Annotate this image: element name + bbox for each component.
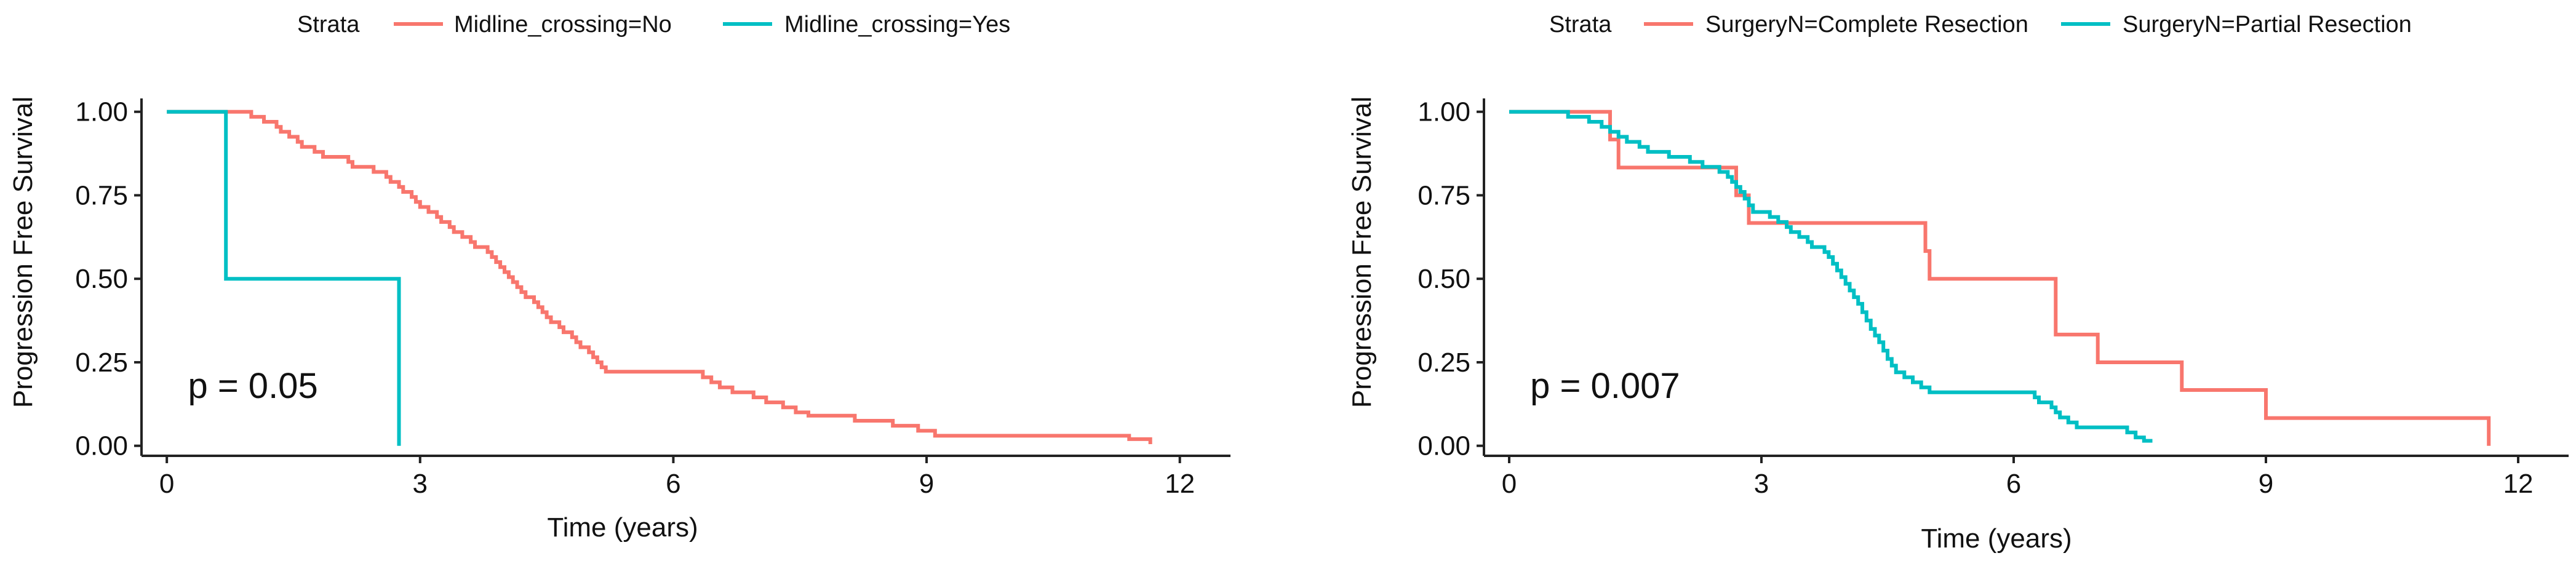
axis-ticks: 0 3 6 9 12 0.00 0.25 0.50 0.75 1.00	[75, 97, 1195, 499]
survival-curve-series-1	[1509, 109, 2491, 446]
x-axis-title: Time (years)	[547, 512, 698, 543]
x-tick-label: 3	[413, 469, 428, 499]
legend-title: Strata	[297, 12, 360, 38]
x-tick-label: 6	[666, 469, 680, 499]
y-axis-title: Progression Free Survival	[1347, 97, 1377, 408]
p-value-annotation: p = 0.05	[188, 366, 317, 406]
legend-title: Strata	[1549, 12, 1612, 38]
y-tick-label: 1.00	[1418, 97, 1470, 127]
plot-area	[167, 109, 1152, 446]
x-tick-label: 3	[1754, 469, 1769, 499]
y-tick-label: 0.75	[1418, 180, 1470, 210]
p-value-annotation: p = 0.007	[1530, 366, 1680, 406]
y-tick-label: 0.25	[1418, 348, 1470, 378]
x-tick-label: 9	[2259, 469, 2273, 499]
y-tick-label: 0.00	[75, 431, 128, 461]
y-tick-label: 0.00	[1418, 431, 1470, 461]
x-tick-label: 0	[1502, 469, 1517, 499]
legend-label-series-2: SurgeryN=Partial Resection	[2123, 12, 2412, 38]
y-tick-label: 0.50	[1418, 264, 1470, 294]
y-tick-label: 0.50	[75, 264, 128, 294]
legend-label-series-2: Midline_crossing=Yes	[784, 12, 1010, 38]
x-axis-title: Time (years)	[1921, 523, 2072, 554]
x-tick-label: 12	[2503, 469, 2534, 499]
chart-panel-surgery: Strata SurgeryN=Complete Resection Surge…	[1347, 12, 2569, 554]
plot-area	[1509, 109, 2491, 446]
survival-curve-series-2	[1509, 109, 2153, 443]
x-tick-label: 12	[1165, 469, 1195, 499]
x-tick-label: 0	[159, 469, 174, 499]
legend-label-series-1: SurgeryN=Complete Resection	[1705, 12, 2028, 38]
legend-label-series-1: Midline_crossing=No	[454, 12, 672, 38]
axis-ticks: 0 3 6 9 12 0.00 0.25 0.50 0.75 1.00	[1418, 97, 2533, 499]
y-tick-label: 0.25	[75, 348, 128, 378]
survival-curve-series-1	[167, 109, 1152, 444]
survival-curve-series-2	[167, 109, 401, 446]
y-tick-label: 1.00	[75, 97, 128, 127]
chart-panel-midline-crossing: Strata Midline_crossing=No Midline_cross…	[8, 12, 1230, 543]
legend: Strata Midline_crossing=No Midline_cross…	[297, 12, 1010, 38]
y-axis-title: Progression Free Survival	[8, 97, 38, 408]
x-tick-label: 6	[2006, 469, 2021, 499]
y-tick-label: 0.75	[75, 180, 128, 210]
legend: Strata SurgeryN=Complete Resection Surge…	[1549, 12, 2412, 38]
x-tick-label: 9	[919, 469, 934, 499]
